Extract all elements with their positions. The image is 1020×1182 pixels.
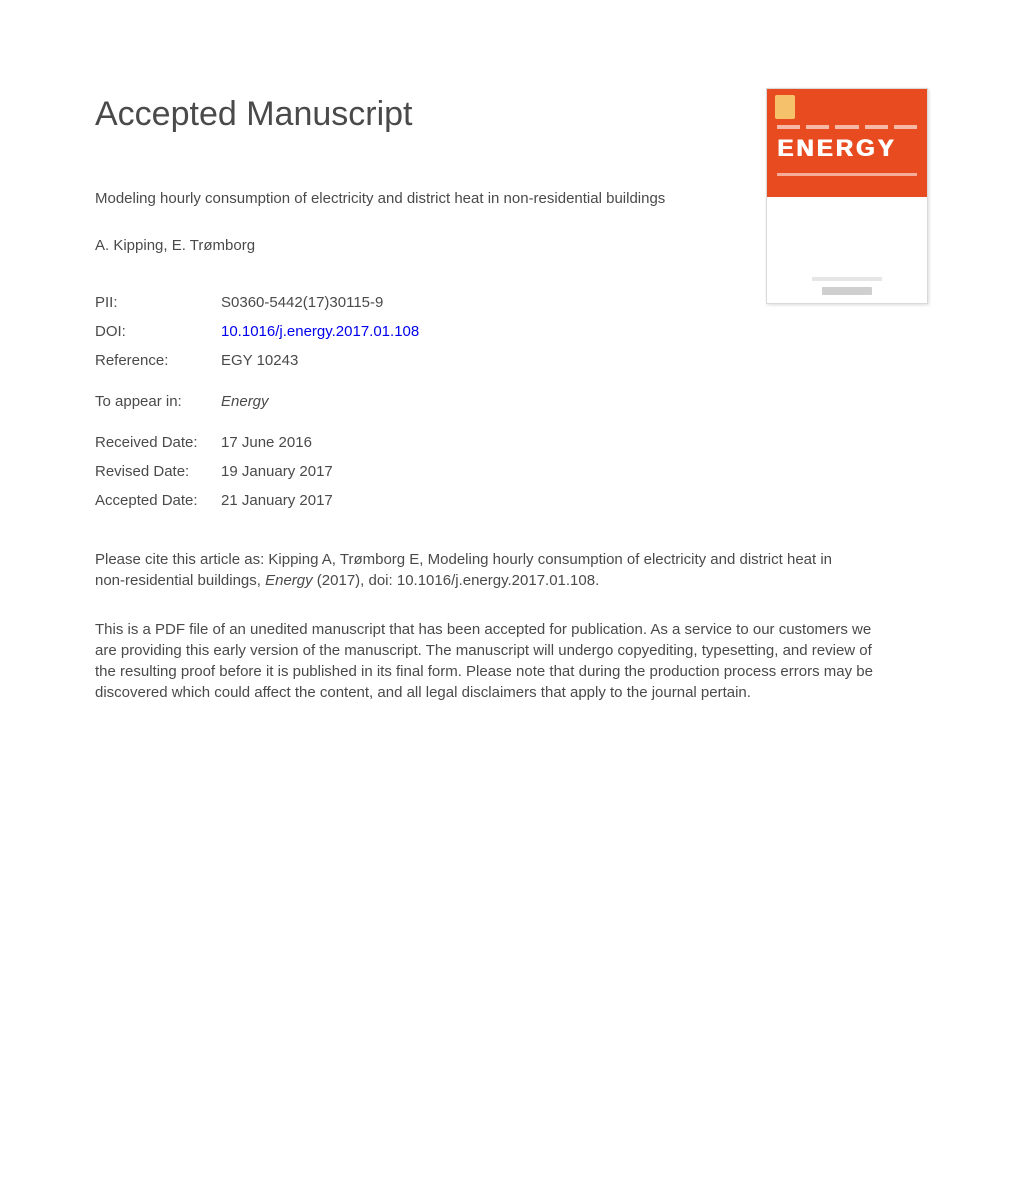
citation-journal: Energy <box>265 572 313 589</box>
cover-body <box>767 197 927 303</box>
meta-label: Accepted Date: <box>95 492 221 509</box>
cover-smalltext-decor <box>777 125 917 135</box>
meta-row-reference: Reference: EGY 10243 <box>95 352 925 369</box>
disclaimer-text: This is a PDF file of an unedited manusc… <box>95 619 875 703</box>
meta-label: To appear in: <box>95 393 221 410</box>
meta-value-received: 17 June 2016 <box>221 434 312 451</box>
meta-row-doi: DOI: 10.1016/j.energy.2017.01.108 <box>95 323 925 340</box>
meta-value-journal: Energy <box>221 393 269 410</box>
meta-row-revised: Revised Date: 19 January 2017 <box>95 463 925 480</box>
cover-header: ENERGY <box>767 89 927 197</box>
meta-value-accepted: 21 January 2017 <box>221 492 333 509</box>
meta-label: Received Date: <box>95 434 221 451</box>
cover-subtitle-decor <box>777 173 917 176</box>
article-title: Modeling hourly consumption of electrici… <box>95 190 735 207</box>
meta-value-doi-link[interactable]: 10.1016/j.energy.2017.01.108 <box>221 323 419 340</box>
elsevier-logo-icon <box>775 95 795 119</box>
meta-row-received: Received Date: 17 June 2016 <box>95 434 925 451</box>
journal-logo-text: ENERGY <box>777 137 917 161</box>
meta-label: DOI: <box>95 323 221 340</box>
citation-text: Please cite this article as: Kipping A, … <box>95 549 855 591</box>
meta-value-pii: S0360-5442(17)30115-9 <box>221 294 383 311</box>
citation-suffix: (2017), doi: 10.1016/j.energy.2017.01.10… <box>313 572 600 589</box>
cover-footer-decor <box>822 287 872 295</box>
meta-row-accepted: Accepted Date: 21 January 2017 <box>95 492 925 509</box>
meta-label: PII: <box>95 294 221 311</box>
meta-value-reference: EGY 10243 <box>221 352 298 369</box>
meta-value-revised: 19 January 2017 <box>221 463 333 480</box>
journal-cover-thumbnail: ENERGY <box>766 88 928 304</box>
meta-label: Reference: <box>95 352 221 369</box>
metadata-table: PII: S0360-5442(17)30115-9 DOI: 10.1016/… <box>95 294 925 509</box>
cover-tiny-decor <box>812 277 882 281</box>
meta-label: Revised Date: <box>95 463 221 480</box>
meta-row-to-appear: To appear in: Energy <box>95 393 925 410</box>
